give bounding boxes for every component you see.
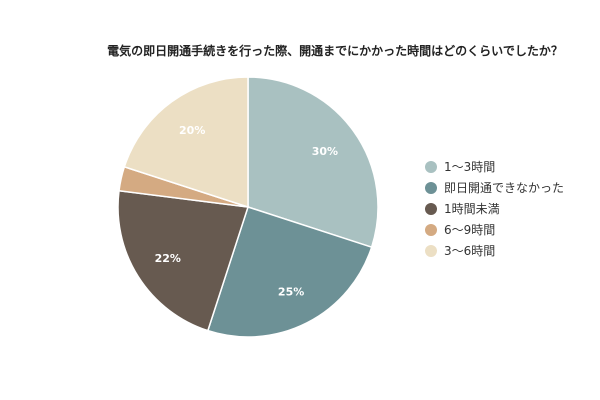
pie-slice [247, 76, 379, 249]
legend-label: 即日開通できなかった [444, 181, 564, 195]
pie-slice [206, 206, 373, 338]
chart-title: 電気の即日開通手続きを行った際、開通までにかかった時間はどのくらいでしたか？ [107, 43, 563, 58]
legend-label: 6〜9時間 [444, 223, 495, 237]
slice-data-label: 30% [312, 145, 338, 158]
legend-label: 1〜3時間 [444, 160, 495, 174]
legend-swatch [425, 224, 437, 236]
legend-swatch [425, 203, 437, 215]
legend-label: 3〜6時間 [444, 244, 495, 258]
slice-data-label: 20% [179, 124, 205, 137]
pie-slice [123, 76, 249, 209]
slice-data-label: 25% [278, 286, 304, 299]
legend-swatch [425, 182, 437, 194]
pie-slice [117, 189, 249, 332]
pie-data-labels: 30% 25% 22% 20% [155, 124, 338, 299]
legend-swatch [425, 161, 437, 173]
slice-data-label: 22% [155, 252, 181, 265]
pie-slices [117, 76, 379, 338]
legend-label: 1時間未満 [444, 202, 500, 216]
legend-swatch [425, 245, 437, 257]
